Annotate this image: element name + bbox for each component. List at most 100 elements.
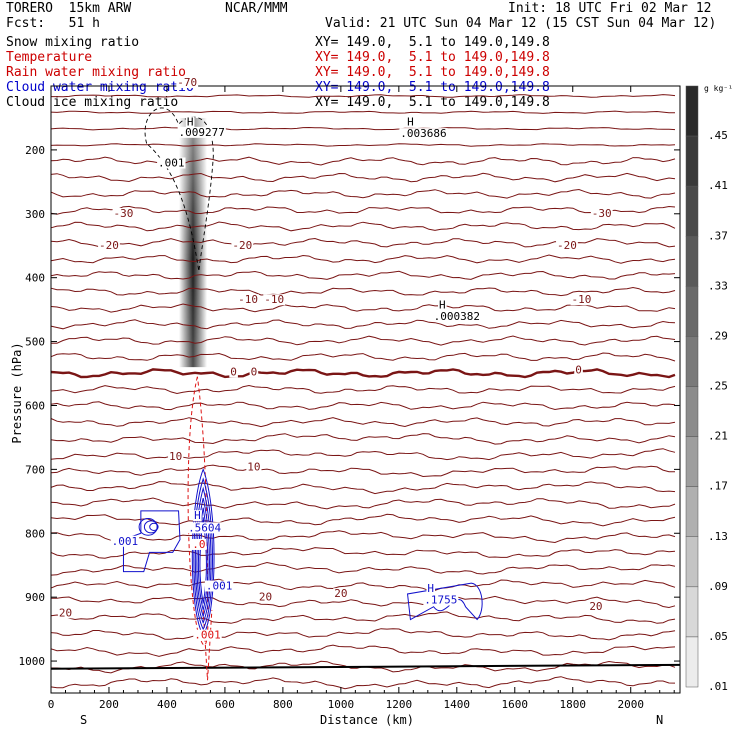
snow-column-fill	[179, 117, 208, 368]
contour-label: 20	[59, 606, 72, 619]
temperature-isotherm	[50, 497, 676, 510]
x-axis-right-end: N	[656, 713, 664, 727]
x-tick-label: 1600	[502, 698, 529, 711]
contour-label: .000382	[434, 310, 480, 323]
contour-label-bg	[204, 580, 234, 592]
contour-label: -30	[114, 207, 134, 220]
y-tick-label: 300	[25, 208, 45, 221]
contour-label-bg	[231, 239, 254, 251]
x-tick-label: 200	[99, 698, 119, 711]
contour-label: .001	[158, 157, 185, 170]
temperature-isotherm	[50, 481, 676, 495]
contour-label: 20	[259, 590, 272, 603]
temperature-isotherm	[50, 237, 676, 248]
temperature-isotherm	[50, 530, 676, 544]
contour-label-bg	[556, 239, 578, 251]
colorbar-tick-label: .05	[708, 630, 728, 643]
field-name-rain: Rain water mixing ratio	[6, 65, 187, 80]
x-tick-label: 1000	[328, 698, 355, 711]
y-tick-label: 800	[25, 527, 45, 540]
field-xy-cloud-ice: XY= 149.0, 5.1 to 149.0,149.8	[315, 95, 550, 110]
header-valid: Valid: 21 UTC Sun 04 Mar 12 (15 CST Sun …	[325, 16, 717, 31]
contour-label-bg	[187, 522, 223, 534]
contour-label-bg	[229, 366, 238, 378]
contour-label-bg	[423, 594, 459, 606]
contour-label: -20	[99, 239, 119, 252]
colorbar-swatch	[685, 85, 699, 137]
temperature-isotherm	[50, 156, 676, 166]
contour-label: 0	[251, 365, 258, 378]
colorbar-swatch	[685, 336, 699, 387]
cloud-water-contour-west	[122, 510, 181, 573]
contour-label: -20	[557, 239, 577, 252]
colorbar-swatch	[685, 436, 699, 487]
contour-label-bg	[570, 294, 593, 306]
field-xy-cloud-water: XY= 149.0, 5.1 to 149.0,149.8	[315, 80, 550, 95]
contour-label-bg	[574, 364, 583, 376]
contour-label: .001	[194, 629, 221, 642]
x-tick-label: 0	[48, 698, 55, 711]
contour-label-bg	[588, 600, 604, 612]
temperature-isotherm	[50, 578, 676, 592]
x-tick-label: 1200	[386, 698, 413, 711]
colorbar-swatch	[685, 386, 699, 437]
contour-label: H	[187, 116, 194, 129]
contour-label: 0	[575, 364, 582, 377]
contour-label-bg	[110, 535, 140, 547]
contour-label: .001	[206, 579, 233, 592]
temperature-isotherm	[50, 676, 676, 690]
contour-label-bg	[193, 629, 222, 641]
contour-label: 20	[334, 587, 347, 600]
temperature-isotherm	[50, 547, 676, 559]
contour-label: H	[407, 116, 414, 129]
contour-label-bg	[438, 299, 447, 311]
y-tick-label: 200	[25, 144, 45, 157]
contour-label: .1755	[424, 594, 457, 607]
field-name-temperature: Temperature	[6, 50, 93, 65]
contour-label-bg	[426, 583, 436, 595]
contour-label-bg	[185, 116, 195, 128]
field-name-cloud-water: Cloud water mixing ratio	[6, 80, 194, 95]
header-fcst: Fcst: 51 h	[6, 16, 100, 31]
temperature-isotherm	[50, 172, 676, 183]
header-model: TORERO 15km ARW	[6, 1, 132, 16]
contour-label: H	[427, 582, 434, 595]
contour-label-bg	[98, 239, 120, 251]
y-tick-label: 600	[25, 399, 45, 412]
contour-label: .0	[192, 538, 205, 551]
temperature-isotherm	[50, 188, 676, 199]
colorbar-swatch	[685, 286, 699, 337]
contour-label: 10	[169, 450, 182, 463]
contour-label: 0	[230, 365, 237, 378]
contour-label-bg	[249, 366, 259, 378]
cloud-water-contours	[122, 467, 483, 637]
contour-label-bg	[399, 128, 448, 140]
temperature-isotherm	[51, 335, 676, 346]
colorbar-tick-label: .13	[708, 530, 728, 543]
colorbar-tick-label: .41	[708, 179, 728, 192]
temperature-isotherm	[50, 644, 676, 657]
colorbar-swatch	[685, 135, 699, 187]
colorbar-tick-label: .09	[708, 580, 728, 593]
contour-label: H	[439, 298, 446, 311]
x-tick-label: 2000	[617, 698, 644, 711]
x-tick-label: 800	[273, 698, 293, 711]
temperature-isotherm	[50, 401, 676, 411]
y-tick-label: 1000	[19, 655, 46, 668]
temperature-isotherm	[51, 94, 676, 98]
colorbar-swatch	[685, 636, 699, 688]
contour-label-bg	[191, 538, 207, 550]
colorbar-tick-label: .17	[708, 480, 728, 493]
temperature-isotherm	[50, 628, 676, 641]
temperature-isotherm	[50, 595, 676, 609]
contour-label: -70	[177, 76, 197, 89]
rain-contour-outer	[187, 376, 209, 646]
temperature-isotherm	[50, 319, 676, 330]
y-tick-label: 500	[25, 336, 45, 349]
colorbar-swatch	[685, 536, 699, 588]
contour-label-bg	[257, 591, 274, 603]
temperature-isotherm	[50, 286, 676, 297]
contour-label: -10	[238, 293, 258, 306]
cloud-water-contour-core	[196, 498, 210, 618]
temperature-isotherm	[50, 384, 676, 395]
